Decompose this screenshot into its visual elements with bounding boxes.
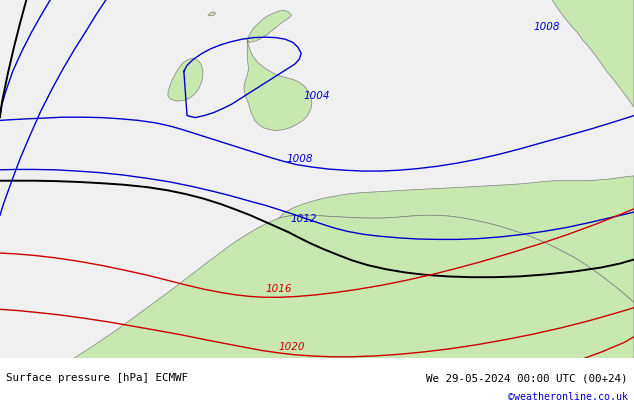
Text: Surface pressure [hPa] ECMWF: Surface pressure [hPa] ECMWF <box>6 372 188 382</box>
Polygon shape <box>552 0 634 108</box>
Text: 1008: 1008 <box>534 22 560 32</box>
Text: 1016: 1016 <box>316 387 342 397</box>
Polygon shape <box>244 40 312 131</box>
Polygon shape <box>208 13 216 17</box>
Text: We 29-05-2024 00:00 UTC (00+24): We 29-05-2024 00:00 UTC (00+24) <box>426 372 628 382</box>
Polygon shape <box>0 216 634 401</box>
Text: 1012: 1012 <box>290 214 317 223</box>
Polygon shape <box>168 59 203 102</box>
Text: 1004: 1004 <box>303 91 330 101</box>
Text: ©weatheronline.co.uk: ©weatheronline.co.uk <box>508 391 628 401</box>
Polygon shape <box>247 11 292 43</box>
Text: 1008: 1008 <box>287 154 313 164</box>
Polygon shape <box>279 176 634 303</box>
Text: 1020: 1020 <box>279 341 306 350</box>
Text: 1016: 1016 <box>265 283 292 293</box>
